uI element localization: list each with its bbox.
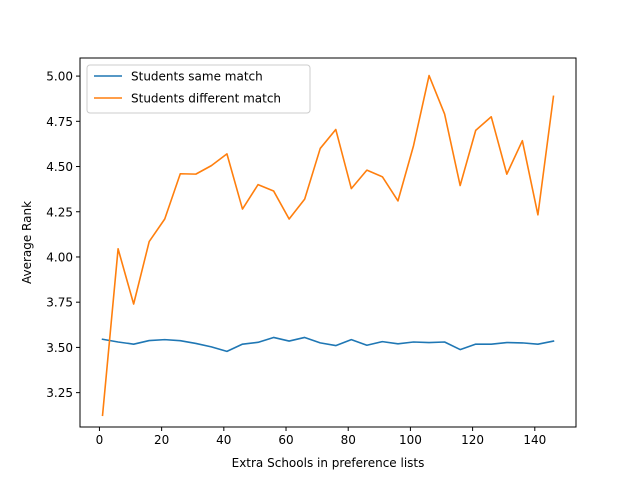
legend-label-same-match: Students same match: [131, 70, 263, 84]
y-axis-label: Average Rank: [20, 201, 34, 284]
y-tick-label: 4.75: [46, 115, 73, 129]
legend: Students same match Students different m…: [86, 64, 311, 114]
y-tick-label: 3.75: [46, 296, 73, 310]
y-axis-ticks: 3.25 3.50 3.75 4.00 4.25 4.50 4.75 5.00: [46, 70, 80, 400]
y-tick-label: 3.50: [46, 341, 73, 355]
y-tick-label: 4.50: [46, 160, 73, 174]
legend-box: [86, 64, 311, 114]
y-tick-label: 5.00: [46, 70, 73, 84]
x-tick-label: 20: [154, 433, 169, 447]
x-tick-label: 0: [96, 433, 104, 447]
y-tick-label: 4.25: [46, 205, 73, 219]
x-tick-label: 140: [523, 433, 546, 447]
series-line-1: [101, 74, 555, 417]
legend-label-different-match: Students different match: [131, 92, 281, 106]
series-line-0: [101, 336, 555, 353]
x-tick-label: 60: [278, 433, 293, 447]
x-axis-ticks: 0 20 40 60 80 100 120 140: [96, 427, 546, 447]
plot-lines: [101, 74, 555, 417]
x-tick-label: 40: [216, 433, 231, 447]
x-tick-label: 80: [341, 433, 356, 447]
x-tick-label: 100: [399, 433, 422, 447]
y-tick-label: 3.25: [46, 386, 73, 400]
x-axis-label: Extra Schools in preference lists: [232, 456, 425, 470]
plot-frame: [79, 57, 577, 428]
y-tick-label: 4.00: [46, 250, 73, 264]
x-tick-label: 120: [461, 433, 484, 447]
